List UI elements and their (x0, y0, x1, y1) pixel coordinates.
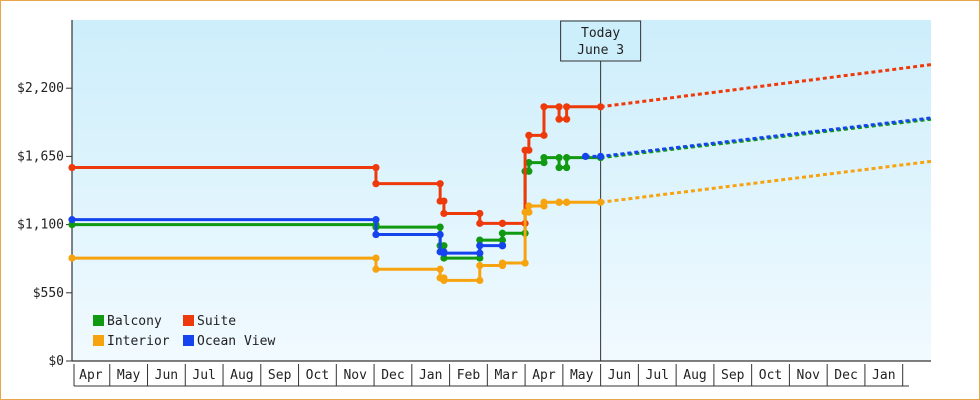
data-point-balcony (555, 163, 563, 172)
data-point-interior (521, 259, 529, 267)
data-point-ocean-view (372, 216, 380, 224)
data-point-balcony (563, 154, 571, 162)
data-point-balcony (525, 167, 533, 175)
x-tick-label: Jul (192, 368, 215, 383)
x-tick-label: Jan (419, 368, 442, 383)
x-tick-label: Apr (532, 368, 556, 383)
data-point-interior (440, 276, 448, 284)
legend-label-ocean-view: Ocean View (197, 334, 275, 349)
x-tick-label: Feb (457, 368, 481, 383)
x-tick-label: Jun (608, 368, 631, 383)
data-point-interior (476, 276, 484, 284)
today-box (560, 20, 642, 62)
x-tick-label: Apr (79, 368, 103, 383)
data-point-balcony (440, 242, 448, 250)
data-point-suite (372, 163, 380, 172)
x-tick-label: Sep (268, 368, 292, 383)
data-point-suite (440, 197, 448, 205)
x-tick-label: Oct (306, 368, 329, 383)
data-point-suite (540, 131, 548, 139)
data-point-ocean-view (68, 216, 76, 224)
data-point-suite (498, 219, 507, 227)
y-tick-label: $0 (48, 354, 64, 369)
data-point-interior (540, 198, 548, 206)
x-tick-label: Mar (494, 368, 518, 383)
data-point-interior (525, 202, 533, 210)
data-point-suite (436, 180, 444, 188)
data-point-balcony (436, 223, 444, 231)
legend-label-suite: Suite (197, 314, 236, 329)
x-tick-label: Sep (721, 368, 745, 383)
data-point-balcony (525, 159, 533, 167)
data-point-balcony (498, 229, 507, 237)
y-tick-label: $1,100 (17, 218, 64, 233)
data-point-balcony (476, 254, 484, 262)
data-point-suite (555, 115, 563, 123)
x-tick-label: Oct (759, 368, 782, 383)
data-point-suite (525, 131, 533, 139)
data-point-balcony (555, 154, 563, 162)
data-point-ocean-view (476, 242, 484, 250)
data-point-interior (476, 261, 484, 270)
data-point-balcony (68, 221, 76, 229)
data-point-ocean-view (372, 230, 380, 239)
x-tick-label: Dec (834, 368, 857, 383)
data-point-ocean-view (476, 249, 484, 257)
data-point-balcony (563, 163, 571, 172)
data-point-suite (540, 103, 548, 111)
legend-swatch-interior (93, 335, 104, 346)
today-label: Today (581, 26, 620, 41)
data-point-interior (372, 254, 380, 262)
data-point-ocean-view (440, 249, 448, 257)
data-point-ocean-view (581, 152, 590, 160)
data-point-interior (498, 259, 507, 267)
data-point-balcony (540, 154, 548, 162)
x-tick-label: Dec (381, 368, 404, 383)
x-tick-label: Jun (155, 368, 178, 383)
data-point-interior (68, 254, 76, 262)
x-tick-label: Aug (683, 368, 706, 383)
data-point-balcony (540, 159, 548, 167)
data-point-ocean-view (436, 230, 444, 239)
x-tick-label: May (570, 368, 594, 383)
x-tick-label: Nov (797, 368, 821, 383)
data-point-interior (525, 208, 533, 216)
data-point-suite (68, 163, 76, 172)
data-point-interior (563, 198, 571, 206)
legend-swatch-suite (183, 315, 194, 326)
x-tick-label: Aug (230, 368, 253, 383)
data-point-interior (372, 265, 380, 273)
x-tick-label: Jul (646, 368, 669, 383)
plot-area (72, 20, 931, 361)
x-tick-label: Nov (343, 368, 367, 383)
data-point-suite (555, 103, 563, 111)
data-point-suite (563, 115, 571, 123)
data-point-suite (476, 219, 484, 227)
x-tick-label: May (117, 368, 141, 383)
data-point-balcony (476, 236, 484, 244)
today-date: June 3 (577, 43, 624, 58)
y-tick-label: $550 (33, 286, 64, 301)
data-point-suite (525, 146, 533, 154)
data-point-suite (440, 209, 448, 218)
data-point-balcony (440, 254, 448, 262)
legend-swatch-balcony (93, 315, 104, 326)
y-tick-label: $2,200 (17, 81, 64, 96)
data-point-interior (555, 198, 563, 206)
data-point-suite (476, 209, 484, 218)
data-point-interior (436, 265, 444, 273)
data-point-ocean-view (498, 242, 507, 250)
data-point-ocean-view (597, 152, 605, 160)
legend-label-balcony: Balcony (107, 314, 162, 329)
legend-swatch-ocean-view (183, 335, 194, 346)
x-tick-label: Jan (872, 368, 895, 383)
data-point-suite (372, 180, 380, 188)
legend-label-interior: Interior (107, 334, 170, 349)
data-point-suite (563, 103, 571, 111)
y-tick-label: $1,650 (17, 149, 64, 164)
data-point-balcony (498, 236, 507, 244)
